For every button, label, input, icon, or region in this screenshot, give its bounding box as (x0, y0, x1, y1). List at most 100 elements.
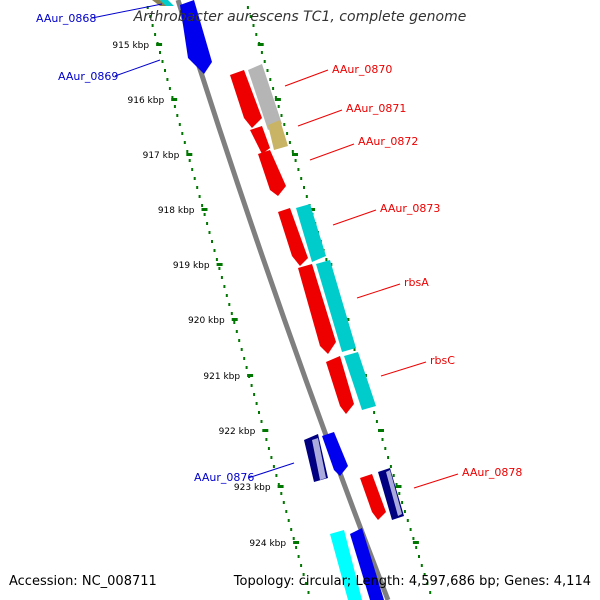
guide-dot-right (406, 519, 409, 522)
tick-mark-right (292, 153, 298, 156)
guide-dot-left (272, 465, 275, 468)
feature-cyan-bottom[interactable] (330, 530, 362, 600)
guide-dot-left (220, 276, 223, 279)
map-title: Arthrobacter aurescens TC1, complete gen… (133, 9, 467, 25)
tick-label: 924 kbp (249, 539, 286, 549)
guide-dot-right (353, 348, 356, 351)
guide-dot-left (168, 87, 171, 90)
guide-dot-left (290, 528, 293, 531)
guide-dot-left (215, 258, 218, 261)
guide-dot-left (300, 564, 303, 567)
tick-label: 916 kbp (128, 96, 165, 106)
gene-label-rbsa[interactable]: rbsA (404, 276, 429, 289)
guide-dot-right (423, 573, 426, 576)
guide-dot-left (159, 51, 161, 54)
guide-dot-left (307, 591, 310, 594)
guide-dot-left (181, 132, 184, 135)
genome-summary-line: Topology: circular; Length: 4,597,686 bp… (234, 574, 591, 589)
guide-dot-right (325, 258, 328, 261)
gene-arrow-aaur-0871[interactable] (250, 126, 270, 154)
guide-dot-left (282, 501, 285, 504)
accession-label: Accession: (9, 574, 78, 589)
tick-label: 918 kbp (158, 206, 195, 216)
guide-dot-left (211, 240, 213, 243)
guide-dot-left (154, 33, 157, 36)
guide-dot-left (191, 168, 194, 171)
guide-dot-left (218, 267, 221, 270)
gene-label-aaur-0871[interactable]: AAur_0871 (346, 102, 406, 115)
feature-grey-0870[interactable] (248, 64, 282, 130)
tick-mark-right (395, 485, 402, 488)
guide-dot-left (285, 510, 288, 513)
gene-arrow-rbsc[interactable] (326, 356, 354, 414)
guide-dot-left (297, 555, 300, 558)
gene-label-aaur-0873[interactable]: AAur_0873 (380, 202, 440, 215)
gene-arrow-aaur-0872[interactable] (258, 150, 286, 196)
guide-dot-right (283, 123, 286, 126)
tick-mark-right (274, 98, 281, 101)
gene-label-aaur-0872[interactable]: AAur_0872 (358, 135, 418, 148)
guide-dot-right (260, 51, 263, 54)
gene-label-aaur-0869[interactable]: AAur_0869 (58, 70, 118, 83)
guide-dot-right (392, 474, 395, 477)
gene-labels: AAur_0868 AAur_0869 AAur_0870 AAur_0871 … (36, 12, 522, 484)
feature-lightblue-0878[interactable] (386, 470, 402, 516)
guide-dot-right (429, 591, 432, 594)
topology-label: Topology: (233, 574, 295, 589)
guide-dot-left (233, 321, 236, 324)
feature-cyan-rbsc[interactable] (344, 352, 376, 410)
backbone-line (175, 0, 391, 600)
guide-dot-left (193, 177, 196, 180)
guide-dot-right (255, 33, 258, 36)
gene-arrow-aaur-0869[interactable] (180, 0, 212, 74)
guide-dot-right (274, 96, 277, 99)
guide-dot-left (149, 15, 152, 18)
guide-dot-left (267, 447, 270, 450)
gene-arrow-rbsa[interactable] (298, 264, 336, 354)
tick-mark-left (262, 429, 269, 432)
tick-mark-left (231, 318, 238, 321)
guide-dot-left (292, 537, 295, 540)
guide-dot-right (303, 186, 305, 189)
guide-dot-right (300, 177, 303, 180)
guide-dot-left (235, 330, 238, 333)
gene-label-aaur-0876[interactable]: AAur_0876 (194, 471, 254, 484)
gene-label-aaur-0878[interactable]: AAur_0878 (462, 466, 522, 479)
guide-dot-right (266, 69, 269, 72)
guide-dot-right (412, 537, 415, 540)
feature-olive-0871[interactable] (268, 120, 288, 150)
gene-arrow-bottom[interactable] (350, 528, 384, 600)
gene-arrow-aaur-0873[interactable] (278, 208, 308, 266)
guide-dot-right (297, 168, 300, 171)
gene-arrow-aaur-0870[interactable] (230, 70, 262, 128)
callout-lines (91, 3, 459, 489)
guide-dot-right (249, 15, 252, 18)
guide-dot-right (426, 582, 429, 585)
guide-dot-left (243, 357, 246, 360)
gene-arrow-aaur-0878[interactable] (360, 474, 386, 520)
feature-cyan-rbsa[interactable] (316, 260, 356, 352)
guide-dot-left (206, 222, 209, 225)
guide-dot-left (260, 420, 263, 423)
guide-dot-left (166, 78, 169, 81)
gene-arrow-aaur-0876[interactable] (322, 432, 348, 476)
tick-mark-right (378, 429, 384, 432)
guide-dot-right (403, 510, 406, 513)
gene-label-aaur-0870[interactable]: AAur_0870 (332, 63, 392, 76)
gene-arrow-aaur-0868-b[interactable] (160, 0, 174, 6)
guide-dot-right (288, 141, 291, 144)
feature-cyan-0873[interactable] (296, 204, 326, 262)
gene-label-aaur-0868[interactable]: AAur_0868 (36, 12, 96, 25)
tick-mark-right (412, 541, 419, 544)
guide-dot-right (384, 447, 387, 450)
guide-dot-left (258, 411, 260, 414)
gene-arrow-aaur-0868-a[interactable] (152, 0, 168, 6)
guide-dot-left (287, 519, 290, 522)
guide-dot-left (275, 474, 278, 477)
guide-dot-left (178, 123, 181, 126)
feature-lightblue-0876[interactable] (312, 438, 326, 480)
guide-dot-right (420, 564, 423, 567)
gene-label-rbsc[interactable]: rbsC (430, 354, 455, 367)
guide-dot-left (196, 186, 199, 189)
